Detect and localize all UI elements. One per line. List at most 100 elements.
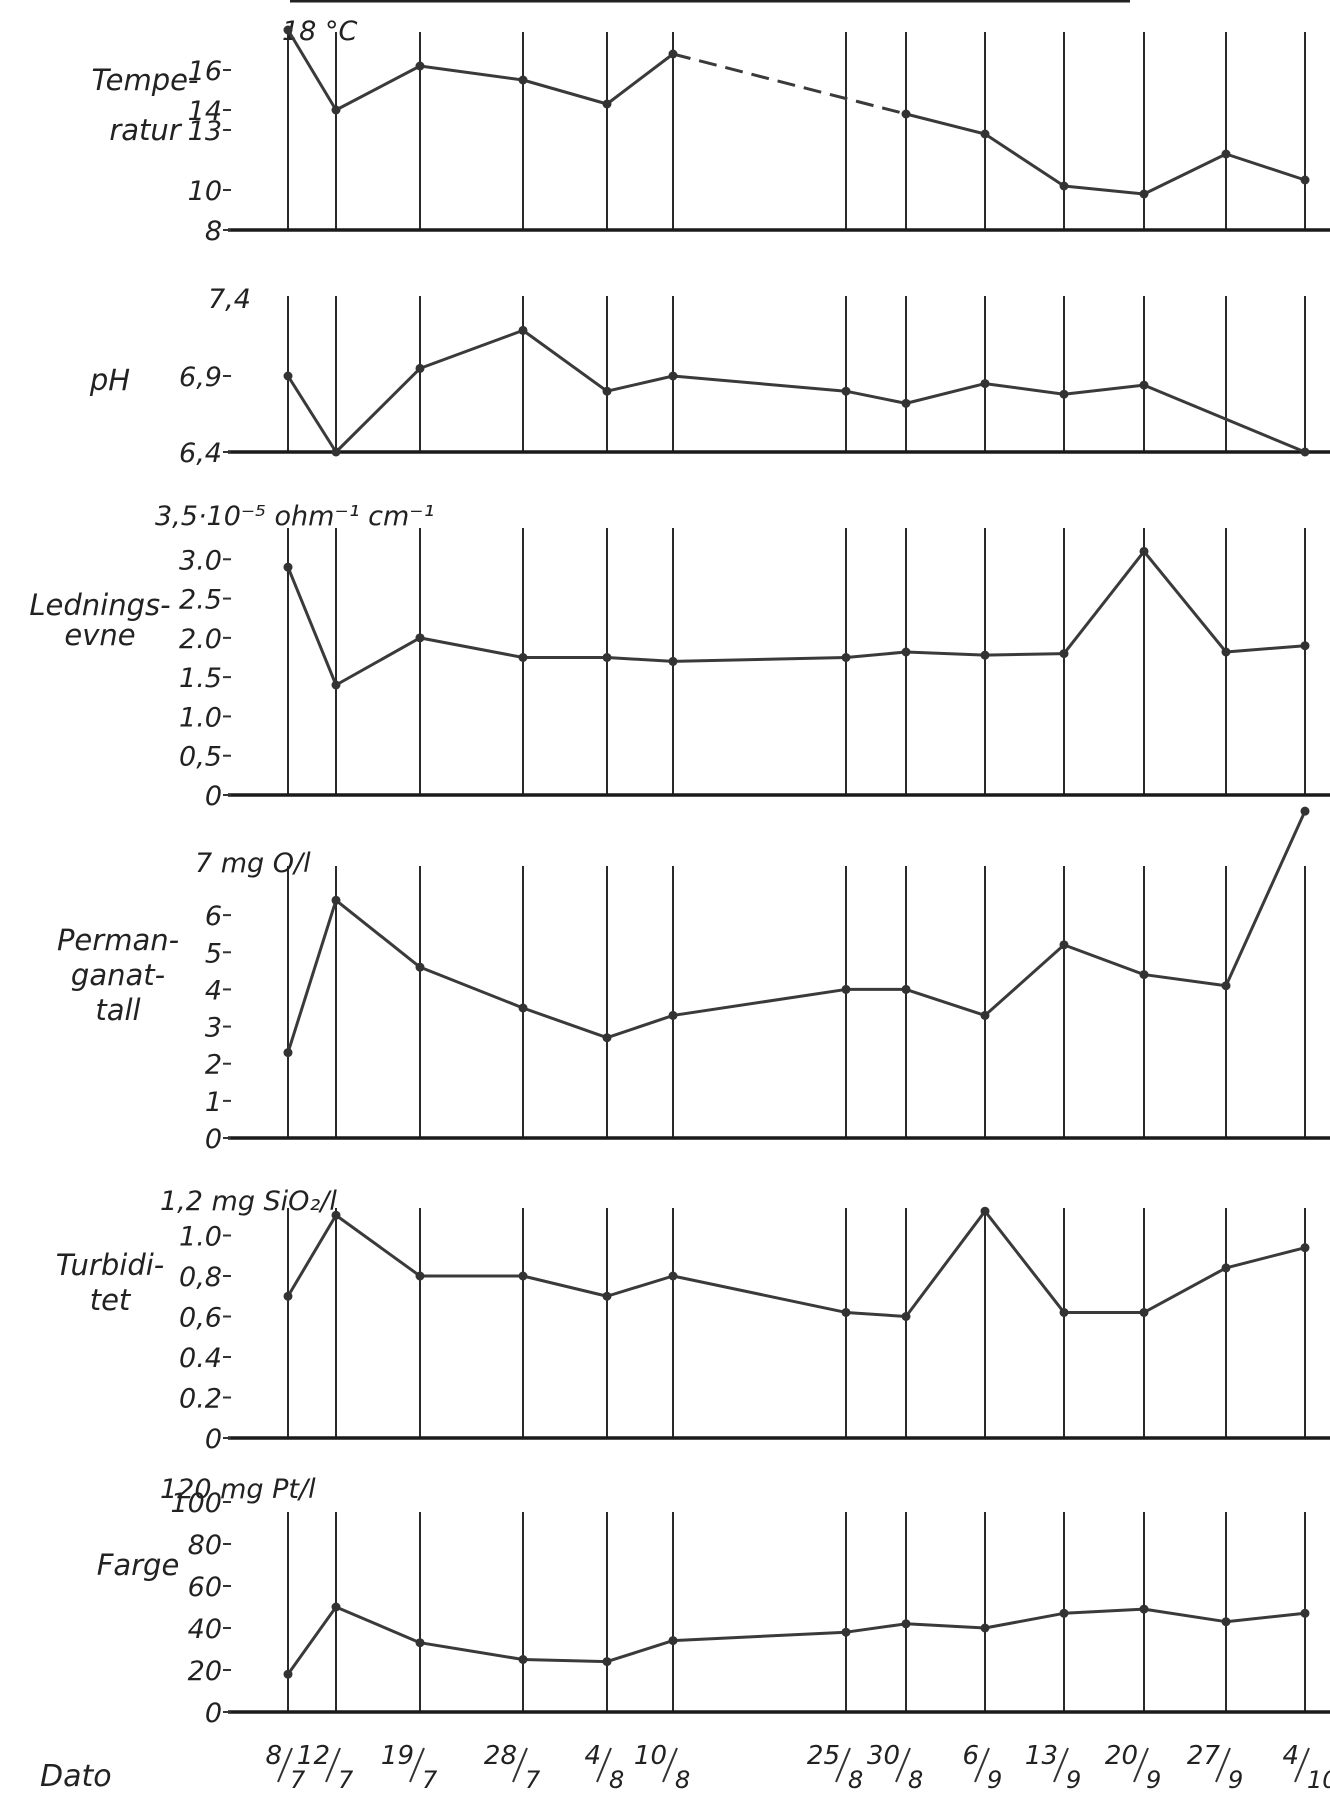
data-point bbox=[1059, 649, 1069, 659]
series-segment bbox=[984, 132, 1065, 188]
series-segment bbox=[606, 52, 674, 106]
series-segment bbox=[335, 636, 421, 687]
y-axis-label: ratur bbox=[109, 113, 182, 147]
unit-label: 3,5·10⁻⁵ ohm⁻¹ cm⁻¹ bbox=[155, 501, 434, 532]
data-point bbox=[1059, 1307, 1069, 1317]
x-tick-day: 6 bbox=[962, 1741, 979, 1771]
x-tick-label: 13 9 bbox=[1025, 1741, 1081, 1794]
series-segment bbox=[1143, 973, 1227, 988]
series-segment bbox=[286, 566, 338, 686]
x-tick-month: 7 bbox=[290, 1766, 306, 1794]
y-tick-label: 40 bbox=[188, 1614, 222, 1645]
x-tick-month: 8 bbox=[609, 1766, 624, 1794]
x-tick-label: 4 10 bbox=[1282, 1741, 1330, 1794]
x-tick-slash bbox=[835, 1747, 851, 1783]
y-axis-label: tall bbox=[95, 993, 140, 1027]
data-point bbox=[901, 109, 911, 119]
x-tick-day: 4 bbox=[584, 1741, 601, 1771]
y-tick-label: 1.5 bbox=[179, 663, 222, 694]
y-axis-label: tet bbox=[90, 1283, 132, 1317]
data-point bbox=[415, 61, 425, 71]
y-tick-label: 6,4 bbox=[179, 438, 222, 469]
series-segment bbox=[286, 899, 338, 1054]
data-point bbox=[602, 1657, 612, 1667]
series-segment bbox=[606, 1274, 674, 1298]
panel-5: 0 0.2 0.4 0,6 0,8 1.0 1,2 mg SiO₂/l Turbidi-tet bbox=[56, 1186, 1330, 1455]
x-tick-labels: 871271972874810825830869139209279410 bbox=[265, 1741, 1330, 1794]
series-segment bbox=[672, 1630, 847, 1643]
data-point bbox=[331, 447, 341, 457]
x-tick-day: 27 bbox=[1187, 1741, 1221, 1771]
series-segment bbox=[335, 1605, 421, 1645]
unit-label: 7 mg O/l bbox=[195, 848, 311, 879]
data-point bbox=[518, 1271, 528, 1281]
y-axis-label: Lednings- bbox=[29, 588, 170, 622]
data-point bbox=[283, 562, 293, 572]
series-segment bbox=[845, 650, 907, 659]
series-segment bbox=[522, 329, 608, 393]
y-tick-label: 2.0 bbox=[179, 624, 222, 655]
x-tick-label: 20 9 bbox=[1105, 1741, 1161, 1794]
y-tick-label: 0 bbox=[205, 1424, 222, 1455]
x-tick-label: 48 bbox=[584, 1741, 624, 1794]
data-point bbox=[980, 129, 990, 139]
series-segment bbox=[905, 112, 986, 136]
data-point bbox=[602, 1291, 612, 1301]
data-point bbox=[1300, 806, 1310, 816]
x-tick-label: 30 8 bbox=[867, 1741, 923, 1794]
panel-2: 6,4 6,9 7,4 pH bbox=[89, 284, 1330, 469]
series-segment bbox=[1143, 383, 1306, 454]
y-tick-label: 0,8 bbox=[179, 1262, 222, 1293]
data-point bbox=[980, 379, 990, 389]
series-segment bbox=[904, 1210, 987, 1318]
series-segment bbox=[522, 1006, 608, 1040]
y-tick-label: 0.2 bbox=[179, 1384, 222, 1415]
unit-label: 18 °C bbox=[282, 16, 357, 47]
data-point bbox=[901, 647, 911, 657]
x-tick-month: 8 bbox=[908, 1766, 923, 1794]
y-axis-label: evne bbox=[64, 618, 135, 652]
y-tick-label: 20 bbox=[188, 1656, 222, 1687]
x-tick-day: 13 bbox=[1025, 1741, 1058, 1771]
x-tick-day: 30 bbox=[867, 1741, 900, 1771]
series-dashed-segment bbox=[672, 52, 907, 116]
series-segment bbox=[984, 1611, 1065, 1630]
data-point bbox=[331, 1602, 341, 1612]
x-tick-slash bbox=[1294, 1747, 1310, 1783]
series-segment bbox=[606, 1639, 674, 1664]
x-tick-day: 10 bbox=[634, 1741, 667, 1771]
series-segment bbox=[606, 374, 674, 393]
data-point bbox=[980, 1010, 990, 1020]
series-segment bbox=[984, 943, 1065, 1017]
x-tick-label: 25 8 bbox=[807, 1741, 863, 1794]
data-point bbox=[841, 386, 851, 396]
y-axis-label: pH bbox=[89, 363, 130, 397]
y-tick-label: 0 bbox=[205, 781, 222, 812]
y-tick-label: 5 bbox=[205, 938, 222, 969]
data-point bbox=[841, 1307, 851, 1317]
series-segment bbox=[522, 78, 608, 106]
series-segment bbox=[905, 1622, 986, 1630]
series-segment bbox=[905, 382, 986, 405]
data-point bbox=[668, 1271, 678, 1281]
y-tick-label: 13 bbox=[188, 116, 222, 147]
x-tick-month: 9 bbox=[987, 1766, 1002, 1794]
data-point bbox=[1059, 389, 1069, 399]
series-segment bbox=[522, 1274, 608, 1298]
data-point bbox=[1059, 181, 1069, 191]
data-point bbox=[668, 656, 678, 666]
y-tick-label: 80 bbox=[188, 1530, 222, 1561]
series-segment bbox=[522, 1658, 608, 1664]
x-tick-month: 10 bbox=[1307, 1766, 1330, 1794]
x-tick-slash bbox=[1133, 1747, 1149, 1783]
x-tick-slash bbox=[1215, 1747, 1231, 1783]
series-segment bbox=[1143, 1607, 1227, 1624]
series-segment bbox=[672, 656, 847, 663]
data-point bbox=[841, 984, 851, 994]
series-segment bbox=[1225, 1611, 1306, 1624]
data-point bbox=[602, 653, 612, 662]
series-segment bbox=[1063, 1607, 1145, 1615]
x-tick-label: 28 7 bbox=[484, 1741, 541, 1794]
